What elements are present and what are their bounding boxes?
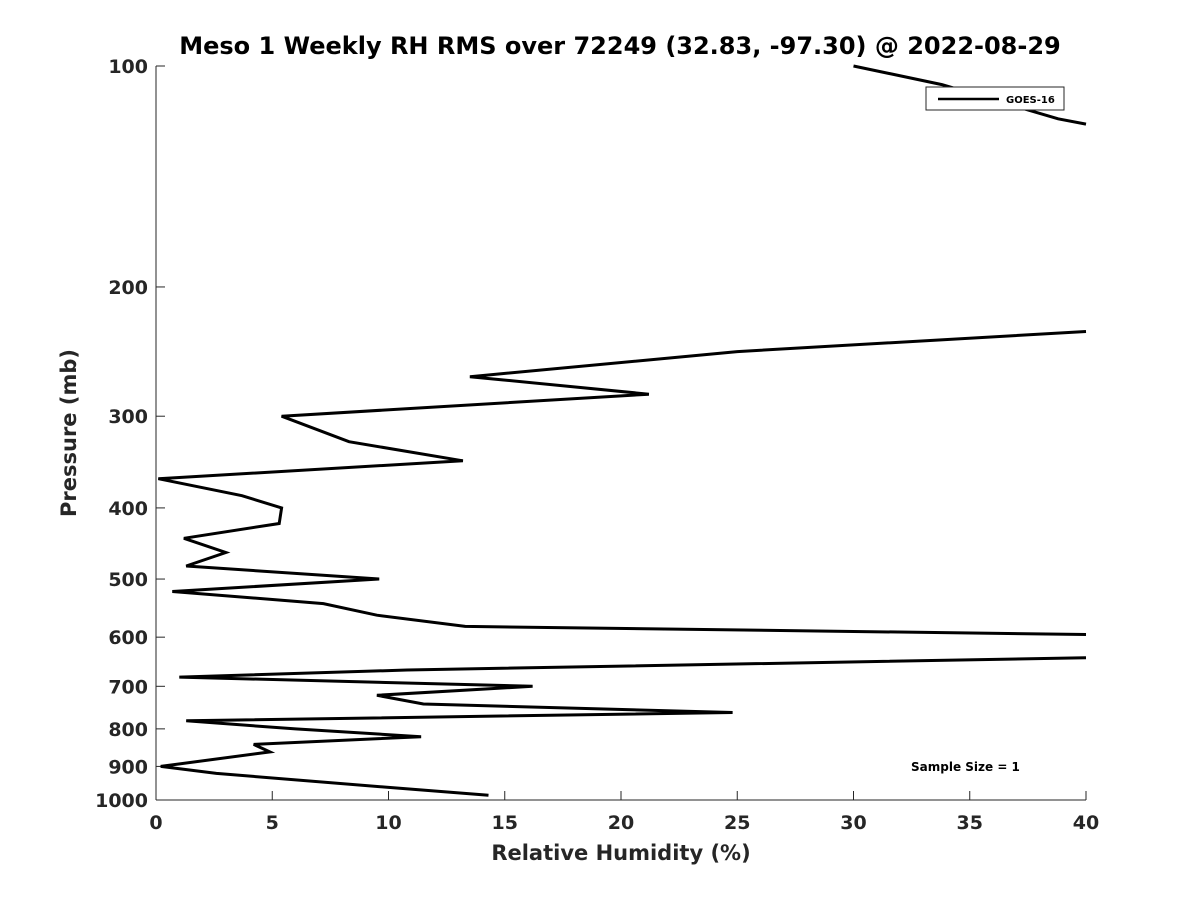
y-tick-label: 500 bbox=[108, 569, 148, 591]
y-tick-label: 1000 bbox=[95, 790, 148, 812]
y-tick-label: 100 bbox=[108, 56, 148, 78]
x-tick-label: 40 bbox=[1073, 812, 1099, 834]
y-tick-label: 300 bbox=[108, 406, 148, 428]
y-tick-label: 900 bbox=[108, 756, 148, 778]
y-tick-label: 700 bbox=[108, 676, 148, 698]
x-tick-label: 25 bbox=[724, 812, 750, 834]
y-axis-label: Pressure (mb) bbox=[57, 349, 81, 517]
chart-title: Meso 1 Weekly RH RMS over 72249 (32.83, … bbox=[179, 32, 1061, 60]
x-tick-label: 35 bbox=[957, 812, 983, 834]
x-tick-label: 10 bbox=[375, 812, 401, 834]
sample-size-annotation: Sample Size = 1 bbox=[911, 760, 1020, 774]
y-ticks: 100 200 300 400 500 600 700 800 900 1000 bbox=[95, 56, 165, 812]
x-tick-label: 30 bbox=[840, 812, 866, 834]
x-tick-label: 5 bbox=[266, 812, 279, 834]
legend-label: GOES-16 bbox=[1006, 95, 1055, 106]
y-tick-label: 600 bbox=[108, 627, 148, 649]
x-ticks: 0 5 10 15 20 25 30 35 40 bbox=[149, 791, 1099, 834]
x-axis-label: Relative Humidity (%) bbox=[491, 841, 750, 865]
y-tick-label: 200 bbox=[108, 277, 148, 299]
x-tick-label: 15 bbox=[492, 812, 518, 834]
y-tick-label: 400 bbox=[108, 498, 148, 520]
x-tick-label: 20 bbox=[608, 812, 634, 834]
y-tick-label: 800 bbox=[108, 719, 148, 741]
legend: GOES-16 bbox=[925, 86, 1065, 111]
x-tick-label: 0 bbox=[149, 812, 162, 834]
